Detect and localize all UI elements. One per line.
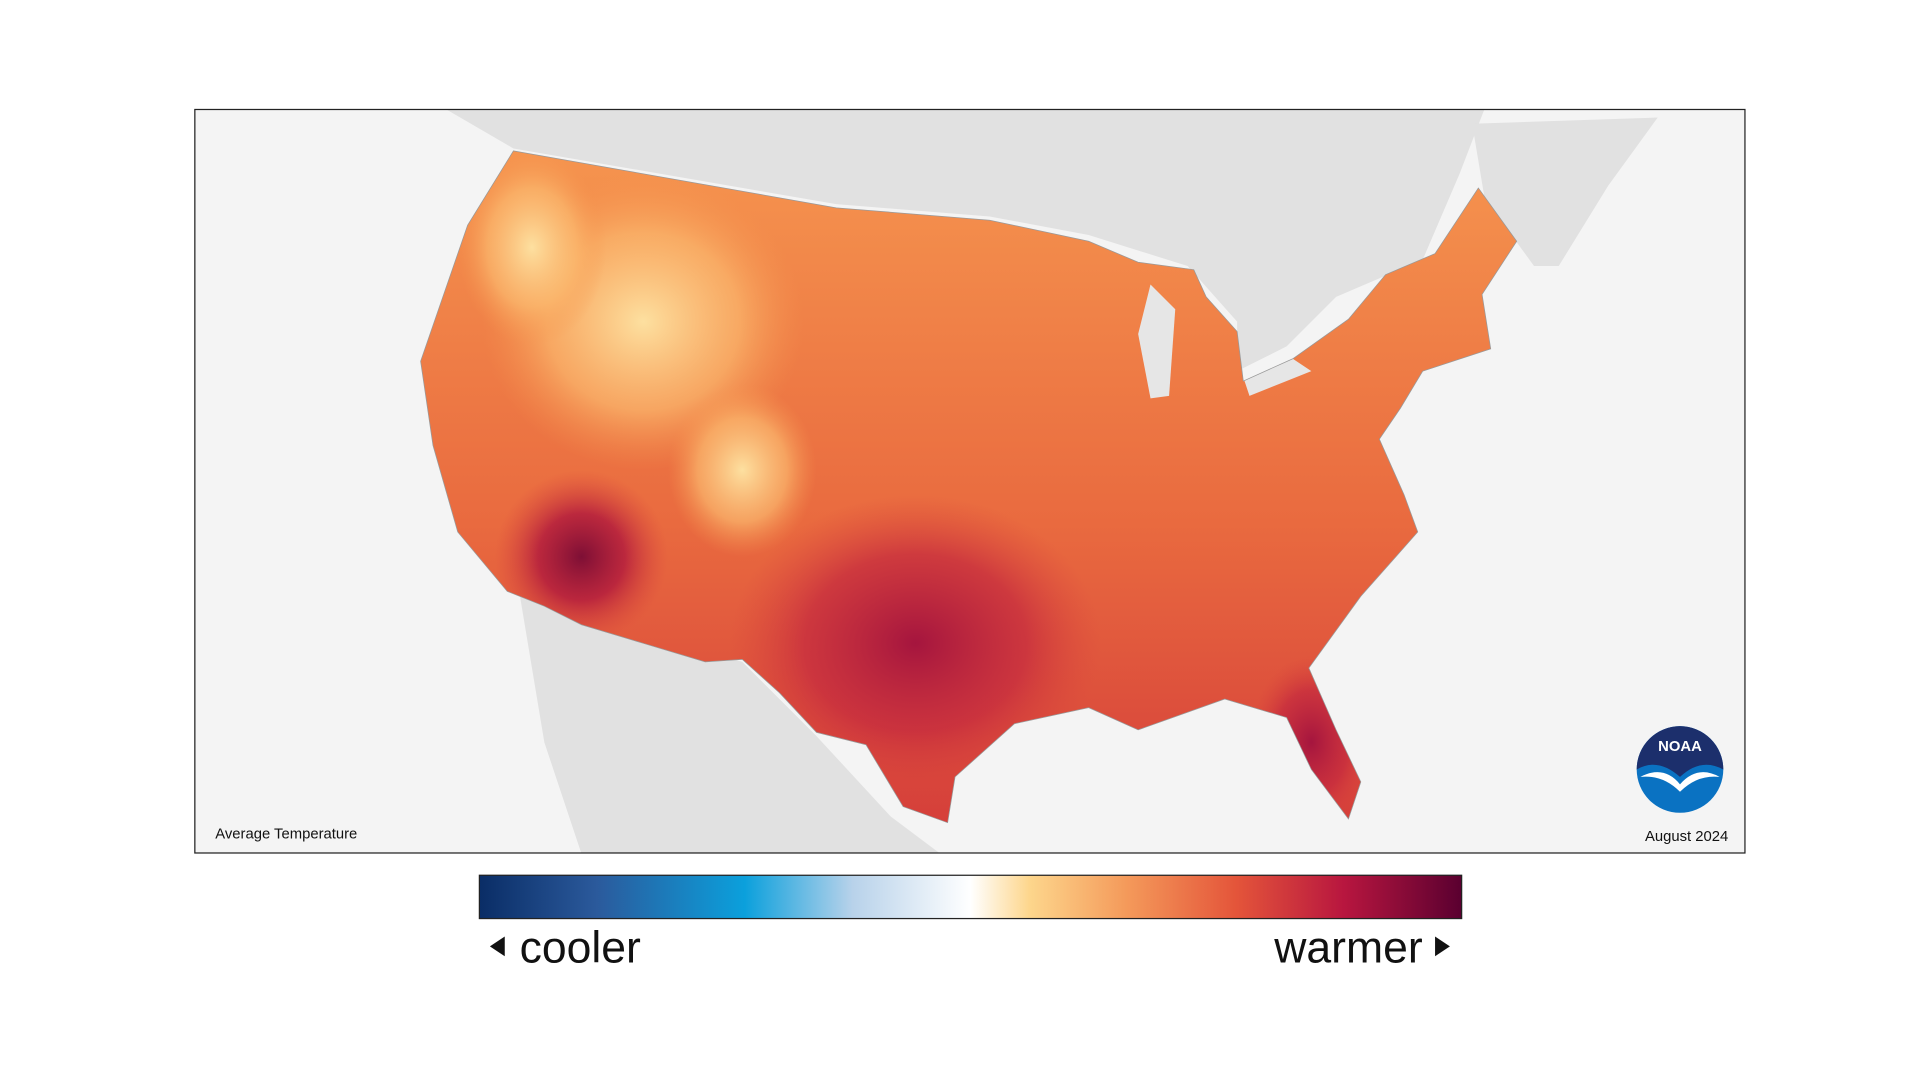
arrow-left xyxy=(489,936,505,957)
logo-top xyxy=(1636,726,1724,777)
lake-michigan xyxy=(1138,284,1176,399)
map-frame xyxy=(194,108,1746,854)
logo-text: NOAA xyxy=(1658,739,1702,755)
high-label: warmer xyxy=(1273,923,1423,972)
lake-erie xyxy=(1243,358,1312,396)
mexico xyxy=(519,593,941,854)
map-area: NOAA xyxy=(194,108,1745,854)
canada xyxy=(445,108,1485,372)
color-scale xyxy=(478,874,1463,920)
hot-region xyxy=(494,470,669,644)
map-date: August 2024 xyxy=(1645,829,1728,845)
low-label: cooler xyxy=(520,923,641,972)
arrow-right xyxy=(1435,936,1450,957)
canada-east xyxy=(1472,117,1658,266)
logo-bird xyxy=(1640,772,1720,792)
cool-region xyxy=(668,383,817,557)
cool-region xyxy=(457,150,607,347)
hot-region xyxy=(729,494,1102,792)
map-title: Average Temperature xyxy=(215,827,357,843)
noaa-logo: NOAA xyxy=(1636,726,1724,813)
